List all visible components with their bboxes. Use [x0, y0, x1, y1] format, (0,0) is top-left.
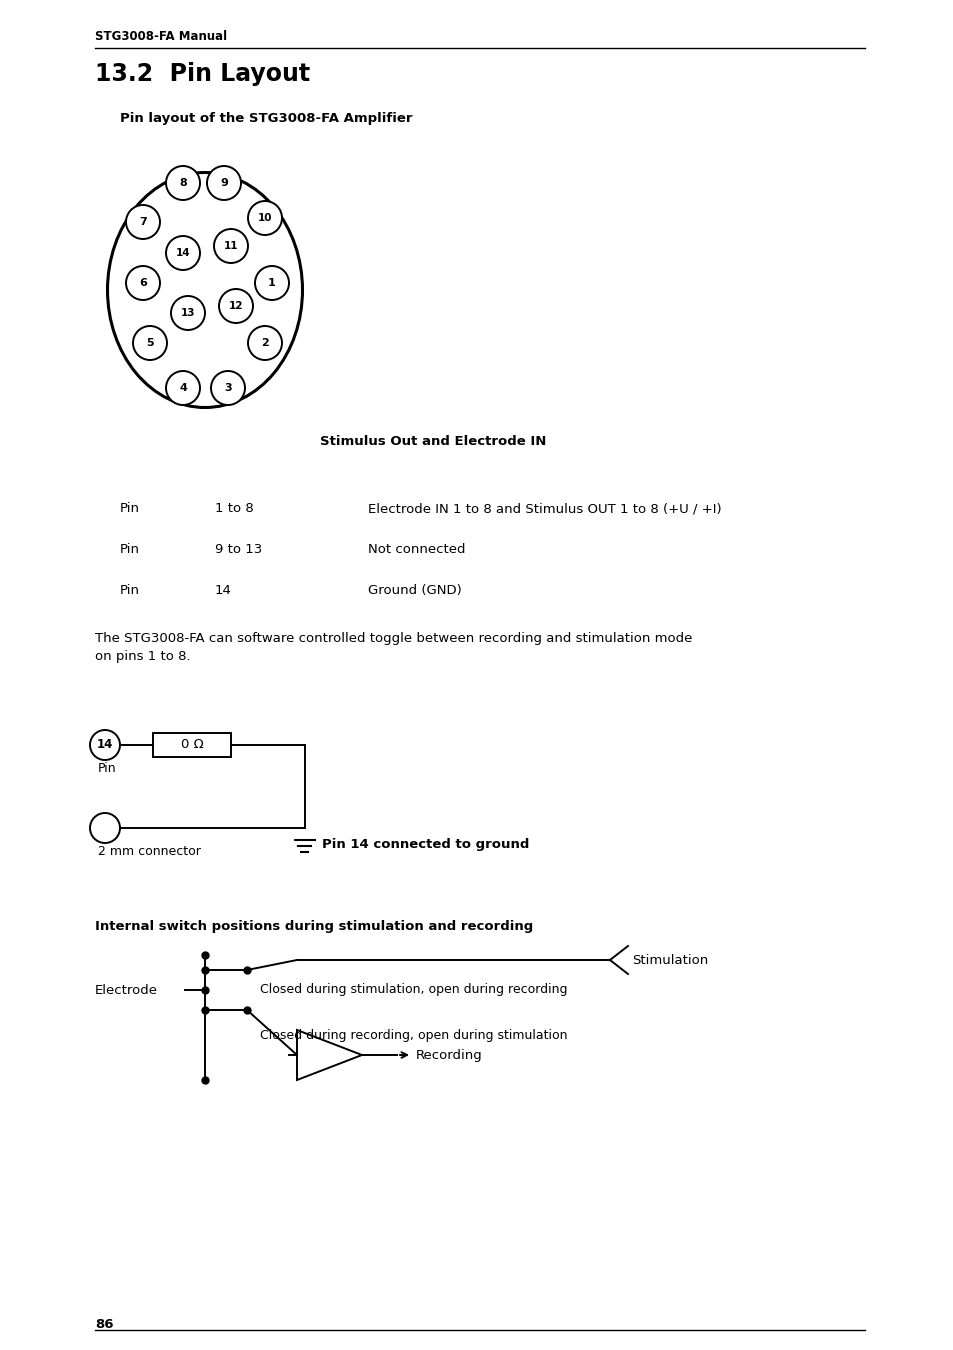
- Circle shape: [132, 325, 167, 360]
- Text: 14: 14: [96, 738, 113, 752]
- Text: 9 to 13: 9 to 13: [214, 543, 262, 556]
- Circle shape: [219, 289, 253, 323]
- Circle shape: [248, 201, 282, 235]
- Circle shape: [126, 266, 160, 300]
- Circle shape: [166, 166, 200, 200]
- Text: 4: 4: [179, 383, 187, 393]
- Bar: [152, 733, 231, 757]
- Text: Pin: Pin: [98, 761, 116, 775]
- Text: 10: 10: [257, 213, 272, 223]
- Text: 7: 7: [139, 217, 147, 227]
- Text: on pins 1 to 8.: on pins 1 to 8.: [95, 649, 191, 663]
- Text: Not connected: Not connected: [368, 543, 465, 556]
- Text: Pin 14 connected to ground: Pin 14 connected to ground: [322, 838, 529, 850]
- Text: 11: 11: [224, 242, 238, 251]
- Circle shape: [254, 266, 289, 300]
- Text: Internal switch positions during stimulation and recording: Internal switch positions during stimula…: [95, 919, 533, 933]
- Text: Stimulus Out and Electrode IN: Stimulus Out and Electrode IN: [319, 435, 546, 448]
- Text: Pin: Pin: [120, 502, 140, 514]
- Text: 9: 9: [220, 178, 228, 188]
- Circle shape: [90, 730, 120, 760]
- Text: Recording: Recording: [416, 1049, 482, 1061]
- Circle shape: [211, 371, 245, 405]
- Text: 3: 3: [224, 383, 232, 393]
- Circle shape: [90, 813, 120, 842]
- Text: Ground (GND): Ground (GND): [368, 585, 461, 597]
- Circle shape: [166, 371, 200, 405]
- Polygon shape: [296, 1030, 361, 1080]
- Text: 86: 86: [95, 1318, 113, 1331]
- Circle shape: [126, 205, 160, 239]
- Text: The STG3008-FA can software controlled toggle between recording and stimulation : The STG3008-FA can software controlled t…: [95, 632, 692, 645]
- Text: 5: 5: [146, 338, 153, 348]
- Text: Electrode IN 1 to 8 and Stimulus OUT 1 to 8 (+U / +I): Electrode IN 1 to 8 and Stimulus OUT 1 t…: [368, 502, 720, 514]
- Circle shape: [213, 230, 248, 263]
- Text: Closed during recording, open during stimulation: Closed during recording, open during sti…: [260, 1029, 567, 1041]
- Text: Stimulation: Stimulation: [631, 953, 707, 967]
- Text: Pin layout of the STG3008-FA Amplifier: Pin layout of the STG3008-FA Amplifier: [120, 112, 412, 126]
- Text: 8: 8: [179, 178, 187, 188]
- Text: 12: 12: [229, 301, 243, 310]
- Text: STG3008-FA Manual: STG3008-FA Manual: [95, 30, 227, 43]
- Text: 0 Ω: 0 Ω: [180, 738, 203, 752]
- Circle shape: [166, 236, 200, 270]
- Circle shape: [171, 296, 205, 329]
- Text: Pin: Pin: [120, 585, 140, 597]
- Circle shape: [248, 325, 282, 360]
- Text: Pin: Pin: [120, 543, 140, 556]
- Text: 14: 14: [175, 248, 190, 258]
- Text: Closed during stimulation, open during recording: Closed during stimulation, open during r…: [260, 984, 567, 996]
- Text: 13: 13: [180, 308, 195, 319]
- Text: 2: 2: [261, 338, 269, 348]
- Text: 14: 14: [214, 585, 232, 597]
- Text: 13.2  Pin Layout: 13.2 Pin Layout: [95, 62, 310, 86]
- Text: 1: 1: [268, 278, 275, 288]
- Text: 2 mm connector: 2 mm connector: [98, 845, 201, 859]
- Text: Electrode: Electrode: [95, 984, 158, 996]
- Text: 1 to 8: 1 to 8: [214, 502, 253, 514]
- Text: 6: 6: [139, 278, 147, 288]
- Circle shape: [207, 166, 241, 200]
